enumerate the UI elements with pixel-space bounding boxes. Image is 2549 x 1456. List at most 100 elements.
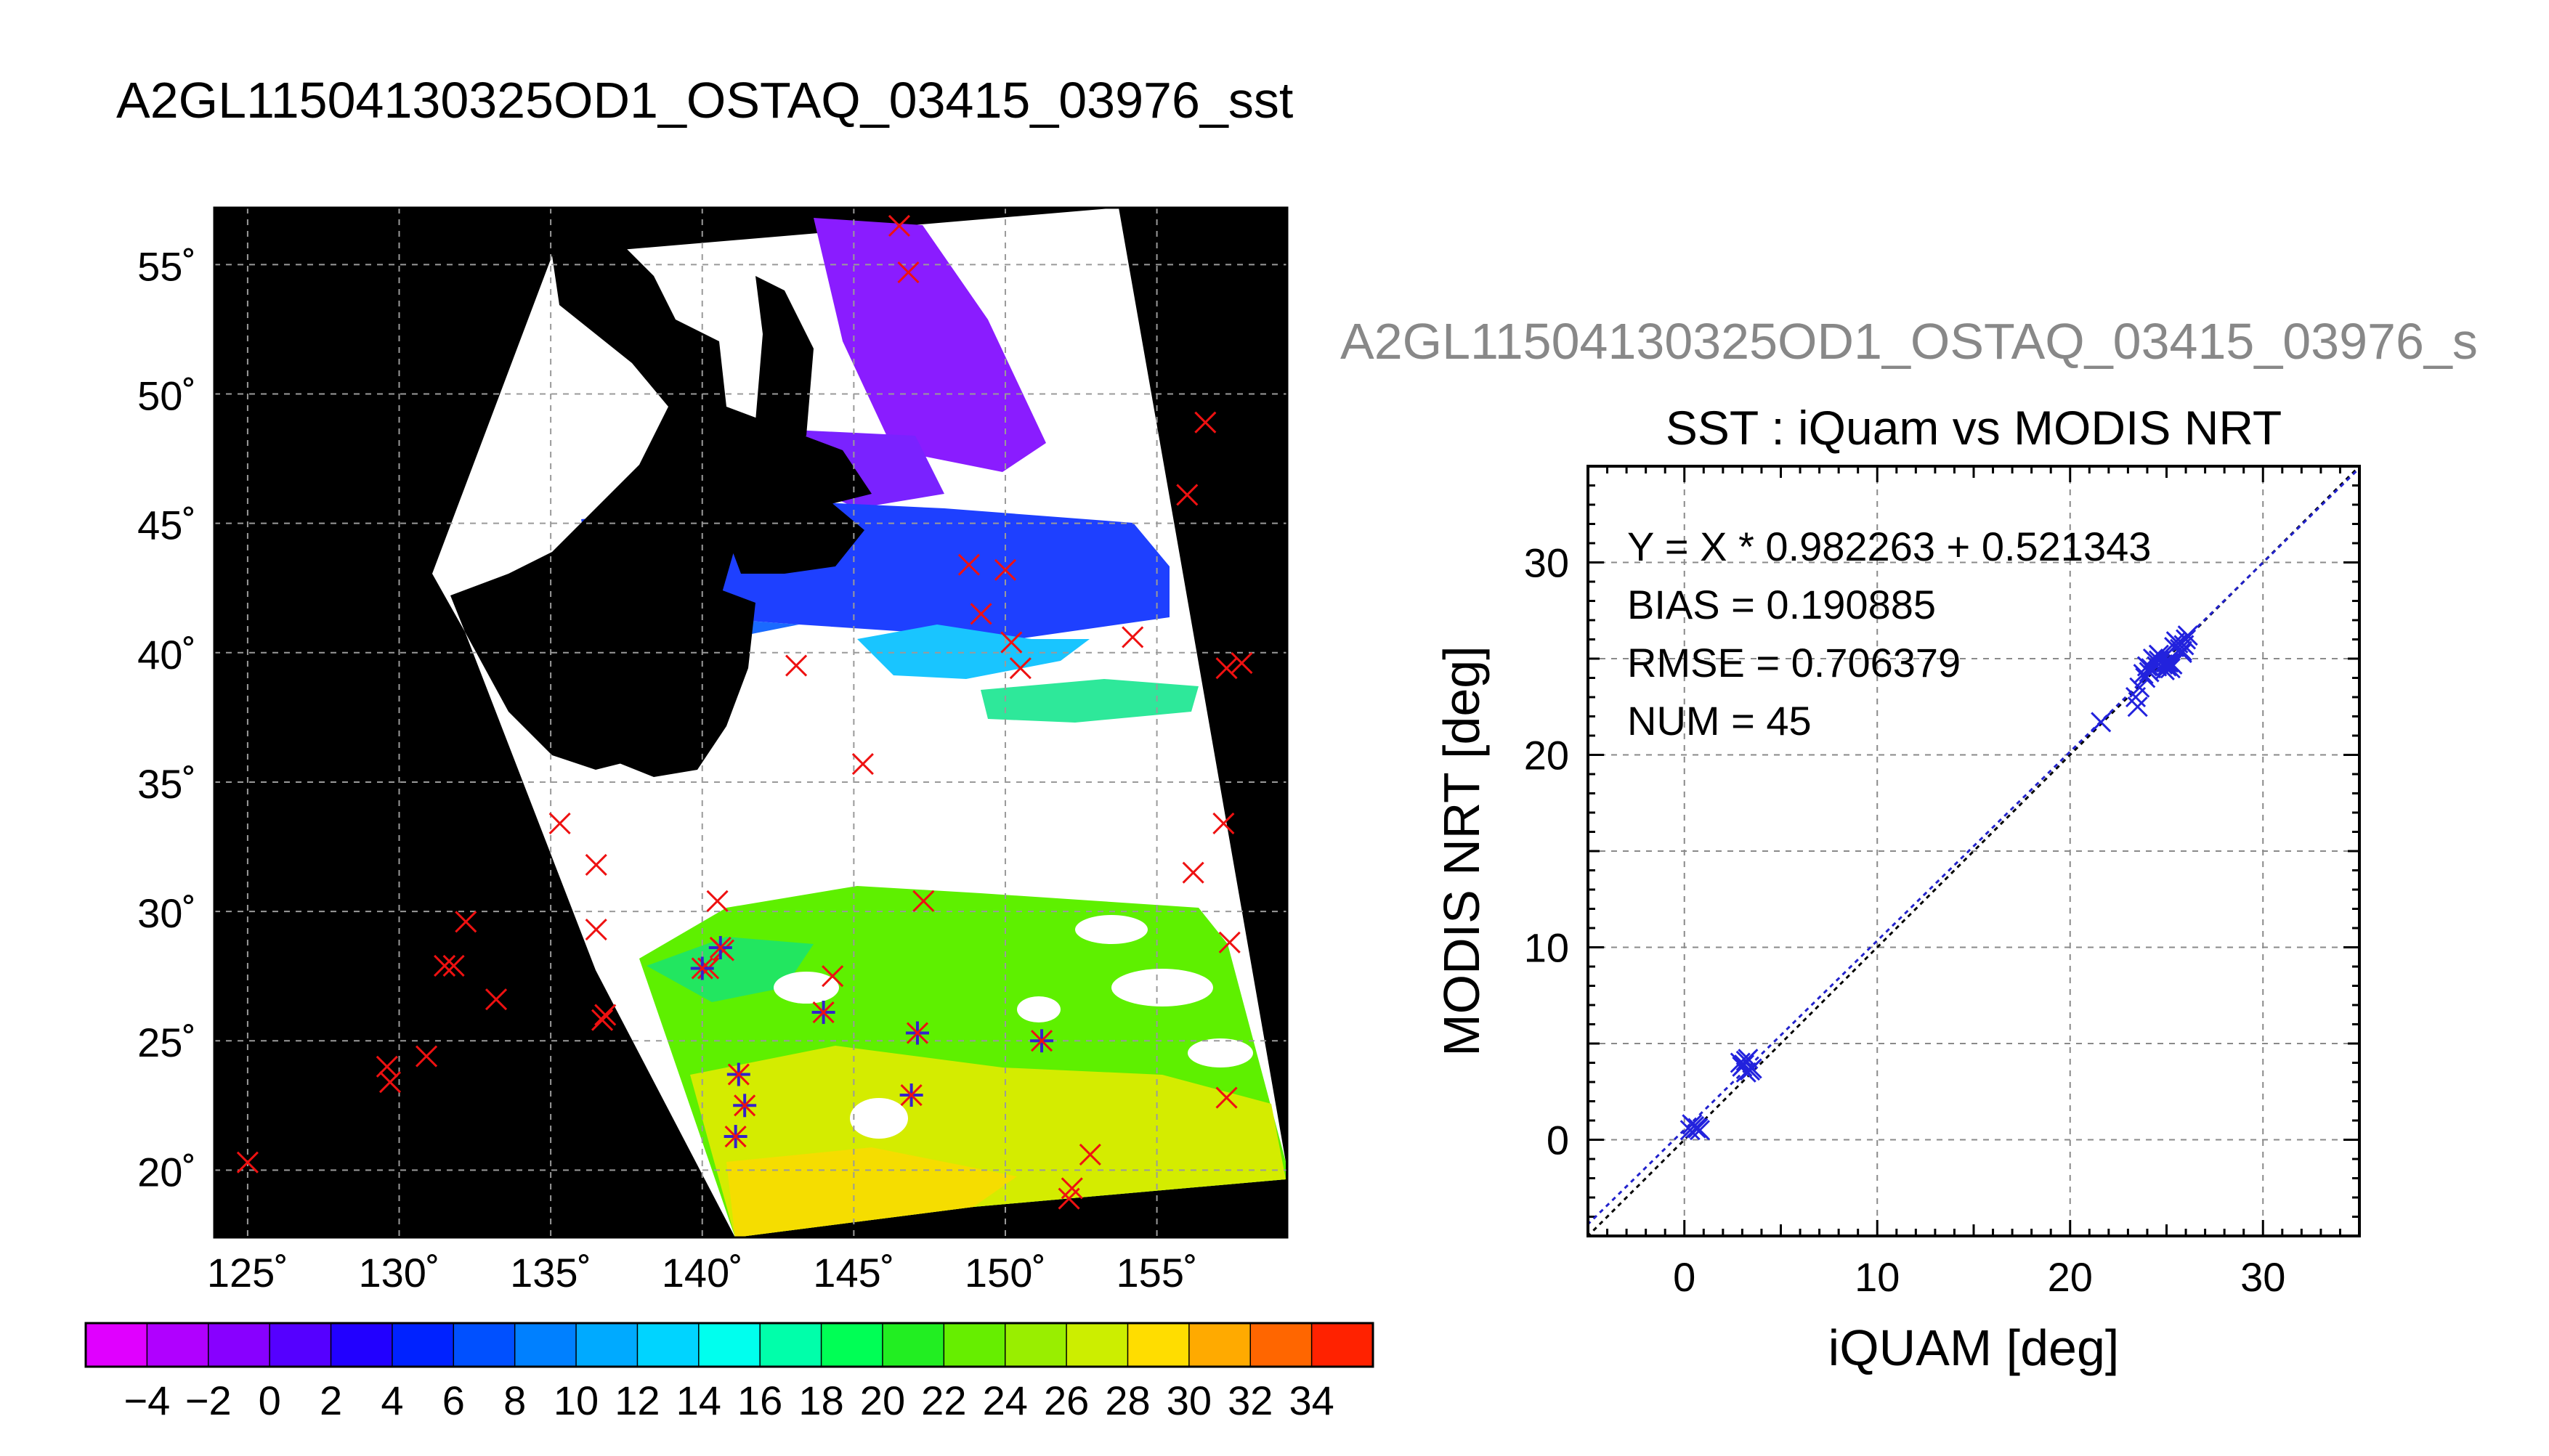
red-x-marker <box>1218 931 1241 953</box>
scatter-annotation: BIAS = 0.190885 <box>1627 582 1936 627</box>
figure-title: A2GL11504130325OD1_OSTAQ_03415_03976_sst <box>116 72 1293 129</box>
red-x-marker <box>1215 657 1238 680</box>
scatter-title: SST : iQuam vs MODIS NRT <box>1666 401 2282 455</box>
colorbar-label: 14 <box>676 1378 721 1423</box>
colorbar-cell <box>944 1323 1006 1367</box>
colorbar-label: 4 <box>381 1378 403 1423</box>
star-marker <box>733 1094 757 1118</box>
colorbar-cell <box>1127 1323 1190 1367</box>
colorbar-cell <box>698 1323 761 1367</box>
map-lat-label: 30˚ <box>137 890 196 936</box>
colorbar-cell <box>514 1323 577 1367</box>
y-tick-label: 10 <box>1524 925 1569 971</box>
scatter-point <box>1735 1062 1756 1083</box>
colorbar-label: 26 <box>1044 1378 1089 1423</box>
colorbar-label: 12 <box>615 1378 660 1423</box>
red-x-marker <box>594 1004 617 1026</box>
colorbar-label: 32 <box>1228 1378 1273 1423</box>
map-lat-label: 50˚ <box>137 373 196 419</box>
x-tick-label: 30 <box>2240 1254 2285 1300</box>
x-tick-label: 20 <box>2048 1254 2093 1300</box>
scatter-point <box>2171 642 2192 664</box>
scatter-ylabel: MODIS NRT [deg] <box>1433 646 1490 1056</box>
sst-band-teal <box>981 679 1199 723</box>
sst-band-green-2 <box>647 937 814 1002</box>
red-x-marker <box>822 965 844 988</box>
scatter-point <box>2171 640 2192 662</box>
colorbar-cell <box>821 1323 883 1367</box>
scatter-annotation: NUM = 45 <box>1627 698 1812 744</box>
red-x-marker <box>888 214 911 237</box>
colorbar-cell <box>147 1323 209 1367</box>
land-hokkaido <box>719 494 864 574</box>
red-x-marker <box>1182 861 1204 884</box>
scatter-annotation: RMSE = 0.706379 <box>1627 640 1961 686</box>
map-lon-label: 150˚ <box>965 1250 1046 1296</box>
red-x-marker <box>1000 631 1023 654</box>
map-lon-label: 125˚ <box>207 1250 288 1296</box>
map-markers <box>236 214 1253 1210</box>
red-x-marker <box>236 1151 259 1174</box>
map-lon-label: 145˚ <box>813 1250 894 1296</box>
colorbar-frame <box>84 1322 1374 1368</box>
colorbar-cell <box>760 1323 822 1367</box>
scatter-point <box>2160 658 2181 679</box>
map-lat-label: 35˚ <box>137 761 196 807</box>
scatter-point <box>1682 1114 1703 1135</box>
scatter-point <box>2177 625 2198 646</box>
cloud-patch <box>1017 996 1061 1022</box>
scatter-suptitle: A2GL11504130325OD1_OSTAQ_03415_03976_s <box>1340 313 2478 370</box>
y-tick-label: 0 <box>1547 1118 1569 1163</box>
map-lon-labels: 125˚ 130˚ 135˚ 140˚ 145˚ 150˚ 155˚ <box>207 1250 1198 1296</box>
scatter-y-tick-labels: 0 10 20 30 <box>1524 540 1569 1163</box>
red-x-marker <box>455 911 477 933</box>
scatter-point <box>2127 696 2148 717</box>
colorbar-label: 34 <box>1289 1378 1334 1423</box>
map-lon-label: 135˚ <box>510 1250 591 1296</box>
red-x-marker <box>416 1045 438 1067</box>
scatter-point <box>2091 712 2112 733</box>
red-x-marker <box>1231 651 1253 675</box>
colorbar-label: 16 <box>737 1378 782 1423</box>
red-x-marker <box>994 558 1017 581</box>
scatter-lines <box>1588 466 2359 1236</box>
map-lon-label: 140˚ <box>662 1250 743 1296</box>
scatter-grid <box>1588 466 2359 1236</box>
star-marker <box>905 1021 929 1045</box>
scatter-points <box>1679 625 2198 1141</box>
red-x-marker <box>378 1071 402 1094</box>
scatter-point <box>2154 659 2175 680</box>
scatter-plot: 0 10 20 30 0 10 20 30 Y = X * 0.982263 + 0.521… <box>1433 465 2361 1376</box>
red-x-marker <box>591 1009 614 1031</box>
map-lon-label: 155˚ <box>1117 1250 1198 1296</box>
colorbar-cell <box>270 1323 332 1367</box>
red-x-marker <box>851 752 874 776</box>
scatter-annotations: Y = X * 0.982263 + 0.521343 BIAS = 0.1908… <box>1627 524 2151 744</box>
fit-line <box>1588 466 2359 1226</box>
red-x-marker <box>706 890 729 912</box>
map-lat-label: 45˚ <box>137 503 196 548</box>
colorbar-label: 18 <box>798 1378 843 1423</box>
star-marker <box>724 1125 747 1149</box>
star-marker <box>899 1083 923 1107</box>
colorbar-label: 8 <box>503 1378 526 1423</box>
scatter-point <box>1687 1118 1709 1139</box>
colorbar-cell <box>1311 1323 1374 1367</box>
red-x-marker <box>485 988 508 1011</box>
colorbar-label: 30 <box>1167 1378 1212 1423</box>
colorbar-label: 0 <box>259 1378 281 1423</box>
colorbar-label: 2 <box>320 1378 342 1423</box>
colorbar-cell <box>576 1323 638 1367</box>
red-x-marker <box>912 890 935 912</box>
map-frame <box>213 206 1289 1239</box>
colorbar-cell <box>392 1323 454 1367</box>
red-x-marker <box>585 918 607 941</box>
star-marker <box>811 1001 835 1025</box>
red-x-marker <box>897 261 920 284</box>
map-lon-label: 130˚ <box>358 1250 439 1296</box>
red-x-marker <box>1058 1187 1080 1210</box>
red-x-marker <box>1176 484 1199 506</box>
colorbar-label: 10 <box>554 1378 599 1423</box>
